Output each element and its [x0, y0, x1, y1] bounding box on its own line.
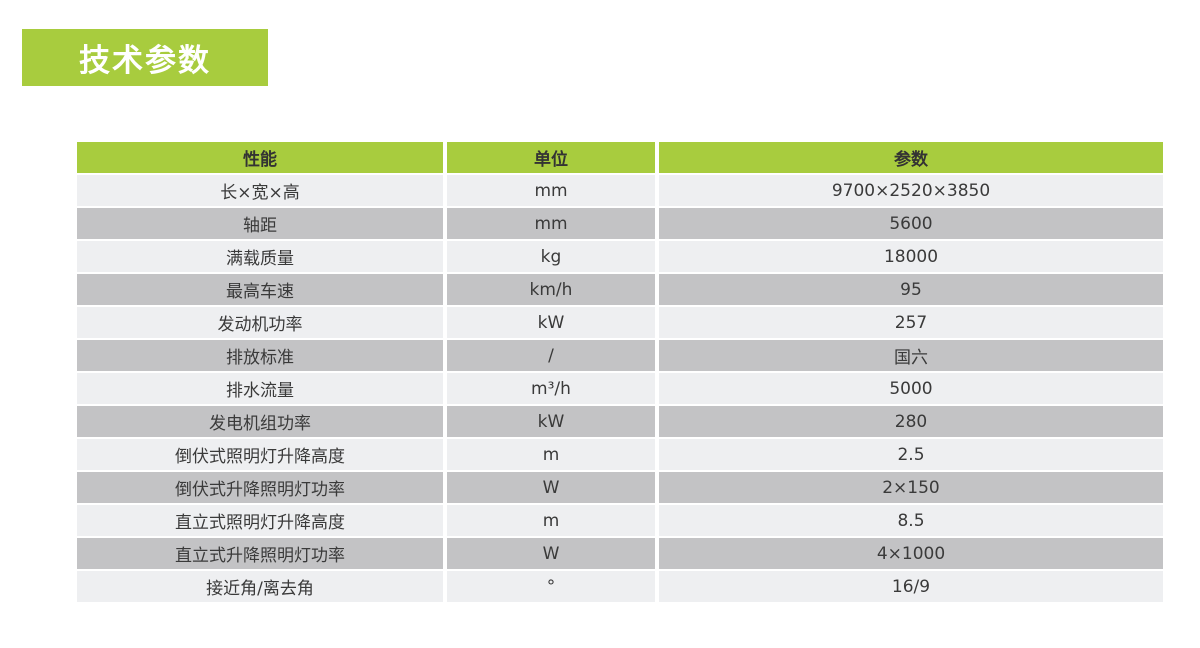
spec-value: 国六 — [657, 339, 1163, 373]
table-row: 倒伏式升降照明灯功率 W 2×150 — [77, 471, 1163, 505]
spec-unit: mm — [445, 174, 659, 208]
spec-unit: m — [445, 438, 659, 472]
col-header-performance: 性能 — [77, 142, 447, 175]
table-row: 直立式照明灯升降高度 m 8.5 — [77, 504, 1163, 538]
spec-name: 排放标准 — [77, 339, 447, 373]
spec-value: 257 — [657, 306, 1163, 340]
spec-name: 满载质量 — [77, 240, 447, 274]
spec-value: 9700×2520×3850 — [657, 174, 1163, 208]
spec-name: 接近角/离去角 — [77, 570, 447, 604]
spec-name: 长×宽×高 — [77, 174, 447, 208]
spec-name: 轴距 — [77, 207, 447, 241]
table-row: 直立式升降照明灯功率 W 4×1000 — [77, 537, 1163, 571]
spec-value: 18000 — [657, 240, 1163, 274]
spec-unit: km/h — [445, 273, 659, 307]
table-row: 倒伏式照明灯升降高度 m 2.5 — [77, 438, 1163, 472]
spec-unit: ° — [445, 570, 659, 604]
spec-name: 直立式照明灯升降高度 — [77, 504, 447, 538]
spec-value: 2×150 — [657, 471, 1163, 505]
spec-value: 95 — [657, 273, 1163, 307]
spec-name: 发电机组功率 — [77, 405, 447, 439]
spec-unit: W — [445, 537, 659, 571]
table-row: 发电机组功率 kW 280 — [77, 405, 1163, 439]
spec-unit: / — [445, 339, 659, 373]
spec-unit: m — [445, 504, 659, 538]
table-row: 排放标准 / 国六 — [77, 339, 1163, 373]
table-row: 满载质量 kg 18000 — [77, 240, 1163, 274]
spec-name: 直立式升降照明灯功率 — [77, 537, 447, 571]
page-title: 技术参数 — [79, 43, 211, 79]
spec-name: 倒伏式照明灯升降高度 — [77, 438, 447, 472]
spec-value: 4×1000 — [657, 537, 1163, 571]
spec-unit: W — [445, 471, 659, 505]
spec-name: 发动机功率 — [77, 306, 447, 340]
table-header-row: 性能 单位 参数 — [77, 142, 1163, 175]
spec-value: 8.5 — [657, 504, 1163, 538]
spec-value: 2.5 — [657, 438, 1163, 472]
spec-unit: mm — [445, 207, 659, 241]
table-row: 最高车速 km/h 95 — [77, 273, 1163, 307]
spec-value: 5600 — [657, 207, 1163, 241]
spec-value: 16/9 — [657, 570, 1163, 604]
spec-unit: kW — [445, 405, 659, 439]
table-row: 接近角/离去角 ° 16/9 — [77, 570, 1163, 604]
spec-table: 性能 单位 参数 长×宽×高 mm 9700×2520×3850 轴距 mm 5… — [77, 142, 1163, 604]
spec-unit: kg — [445, 240, 659, 274]
spec-value: 280 — [657, 405, 1163, 439]
table-row: 长×宽×高 mm 9700×2520×3850 — [77, 174, 1163, 208]
spec-value: 5000 — [657, 372, 1163, 406]
table-row: 轴距 mm 5600 — [77, 207, 1163, 241]
spec-name: 倒伏式升降照明灯功率 — [77, 471, 447, 505]
spec-unit: m³/h — [445, 372, 659, 406]
col-header-unit: 单位 — [445, 142, 659, 175]
col-header-parameter: 参数 — [657, 142, 1163, 175]
spec-name: 最高车速 — [77, 273, 447, 307]
page-title-badge: 技术参数 — [22, 29, 268, 86]
table-row: 发动机功率 kW 257 — [77, 306, 1163, 340]
spec-name: 排水流量 — [77, 372, 447, 406]
table-row: 排水流量 m³/h 5000 — [77, 372, 1163, 406]
spec-unit: kW — [445, 306, 659, 340]
table-body: 长×宽×高 mm 9700×2520×3850 轴距 mm 5600 满载质量 … — [77, 174, 1163, 604]
